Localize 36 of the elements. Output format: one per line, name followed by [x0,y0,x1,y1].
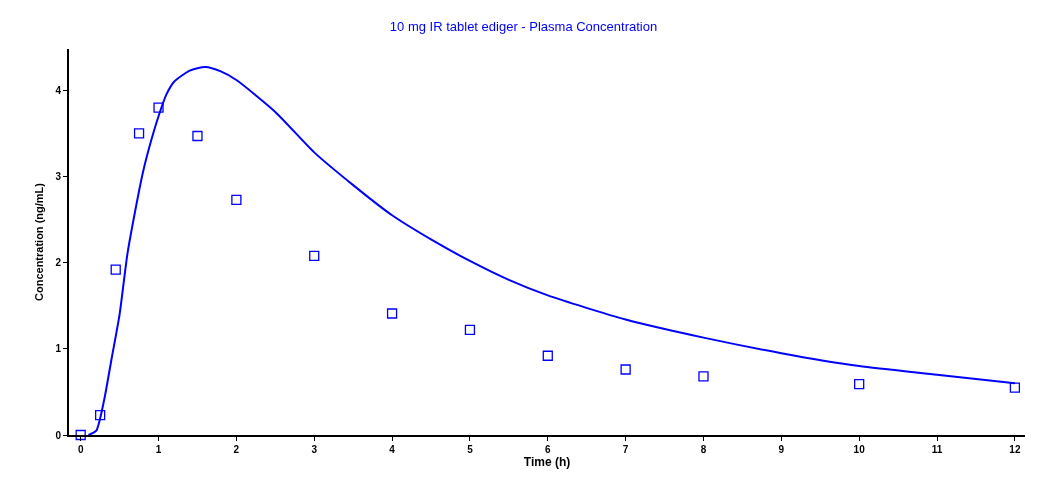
x-tick-label: 9 [778,444,785,455]
point [386,308,398,319]
x-tick-label: 4 [389,444,396,455]
x-tick-label: 2 [233,444,240,455]
point [464,324,476,336]
y-tick-label: 4 [55,84,62,96]
x-tick-label: 7 [622,444,629,455]
point [75,429,86,441]
x-axis-title: Time (h) [523,455,571,470]
y-tick-label: 0 [55,429,62,441]
point [94,410,106,421]
x-tick-label: 8 [700,444,707,455]
point [153,102,164,113]
x-tick-label: 5 [467,444,474,455]
point [854,379,865,390]
y-tick-label: 2 [55,257,62,269]
x-tick-label: 0 [77,444,84,455]
x-tick-label: 6 [545,444,551,455]
y-tick-label: 3 [55,171,62,183]
point [620,364,631,375]
x-tick-label: 3 [311,444,318,455]
point [1009,382,1021,393]
point [542,350,553,361]
point [698,371,709,382]
x-tick-label: 1 [155,444,162,455]
x-tick-label: 12 [1009,444,1021,455]
point [110,264,121,275]
y-tick-label: 1 [55,343,62,355]
y-axis-title: Concentration (ng/mL) [32,182,45,301]
point [133,128,145,139]
point [309,250,320,261]
point [192,130,203,142]
point [231,194,242,205]
x-tick-label: 11 [931,444,943,455]
x-tick-label: 10 [853,444,866,455]
chart-title: 10 mg IR tablet ediger - Plasma Concentration [389,18,658,34]
